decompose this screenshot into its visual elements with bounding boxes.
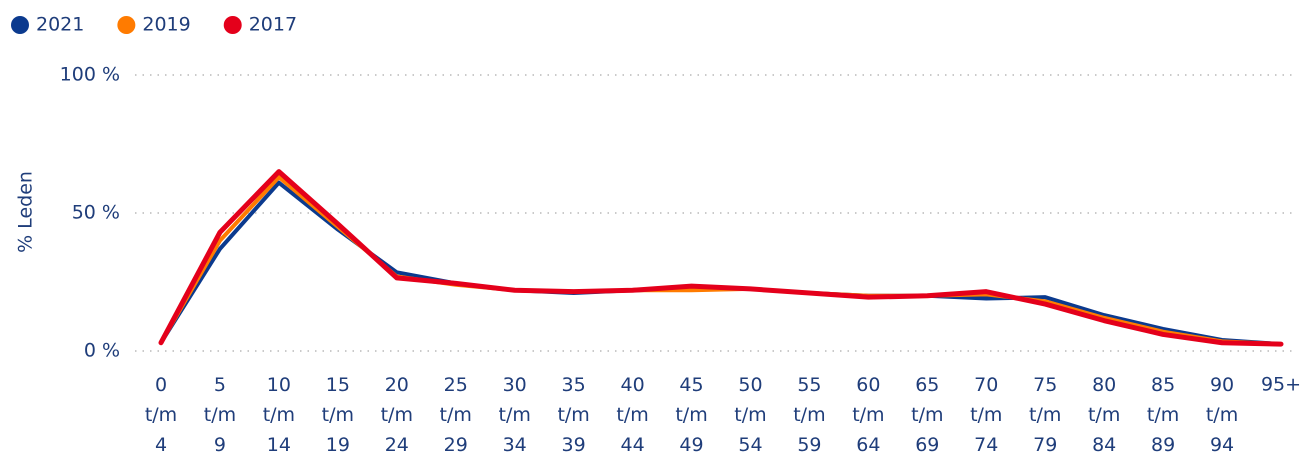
y-tick-label: 50 % bbox=[72, 202, 120, 224]
x-tick-label: 85 t/m 89 bbox=[1147, 374, 1179, 455]
x-tick-label: 15 t/m 19 bbox=[322, 374, 354, 455]
x-tick-label: 75 t/m 79 bbox=[1029, 374, 1061, 455]
x-tick-label: 25 t/m 29 bbox=[440, 374, 472, 455]
line-series bbox=[159, 175, 1283, 347]
x-tick-label: 80 t/m 84 bbox=[1088, 374, 1120, 455]
x-tick-label: 30 t/m 34 bbox=[499, 374, 531, 455]
x-tick-label: 35 t/m 39 bbox=[557, 374, 589, 455]
legend-label: 2017 bbox=[249, 14, 297, 36]
x-tick-label: 65 t/m 69 bbox=[911, 374, 943, 455]
x-tick-label: 95+ bbox=[1261, 374, 1301, 396]
legend-marker bbox=[11, 16, 29, 34]
y-tick-label: 100 % bbox=[60, 64, 120, 86]
legend-label: 2021 bbox=[36, 14, 84, 36]
x-tick-label: 10 t/m 14 bbox=[263, 374, 295, 455]
legend-marker bbox=[117, 16, 136, 34]
x-tick-label: 70 t/m 74 bbox=[970, 374, 1002, 455]
y-tick-label: 0 % bbox=[84, 340, 120, 362]
x-tick-label: 55 t/m 59 bbox=[793, 374, 825, 455]
x-tick-label: 50 t/m 54 bbox=[734, 374, 766, 455]
x-tick-label: 0 t/m 4 bbox=[145, 374, 177, 455]
x-tick-label: 90 t/m 94 bbox=[1206, 374, 1238, 455]
legend-label: 2019 bbox=[142, 14, 190, 36]
legend-marker bbox=[223, 16, 242, 34]
x-tick-label: 60 t/m 64 bbox=[852, 374, 884, 455]
x-tick-label: 5 t/m 9 bbox=[204, 374, 236, 455]
x-tick-label: 45 t/m 49 bbox=[675, 374, 707, 455]
x-tick-label: 20 t/m 24 bbox=[381, 374, 413, 455]
x-tick-label: 40 t/m 44 bbox=[616, 374, 648, 455]
y-axis-label: % Leden bbox=[15, 171, 37, 253]
line-series bbox=[158, 169, 1284, 347]
